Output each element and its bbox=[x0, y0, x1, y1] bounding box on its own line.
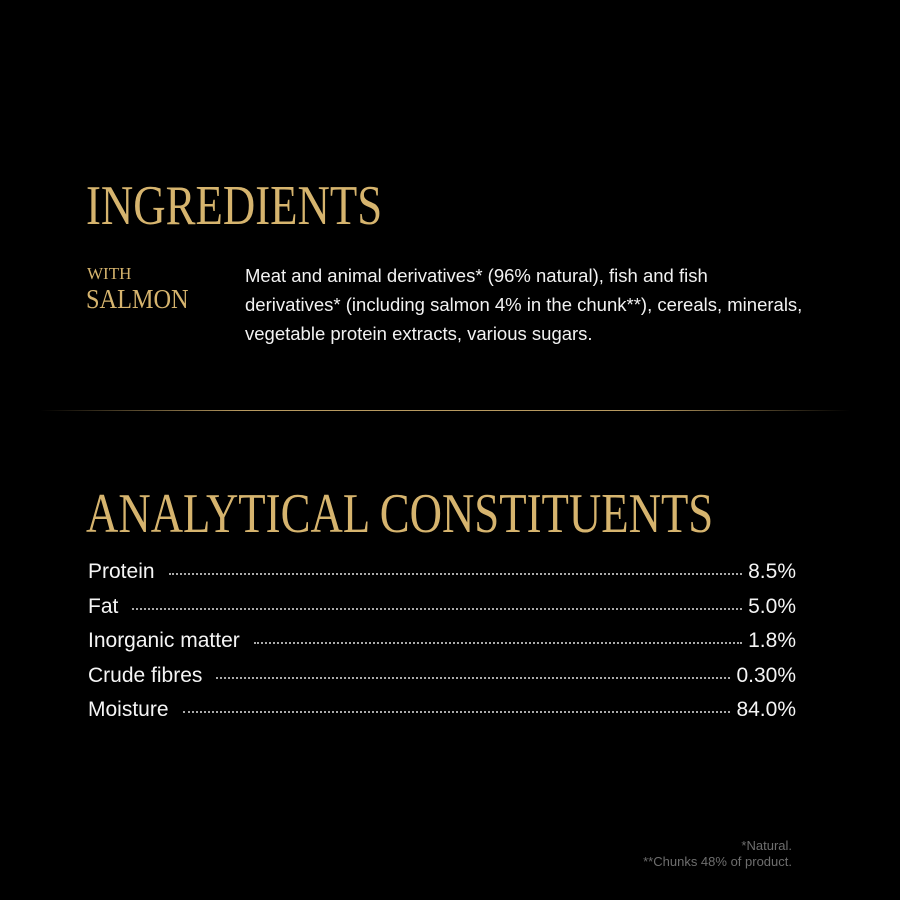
dot-leader bbox=[216, 676, 731, 679]
row-value: 84.0% bbox=[736, 698, 796, 721]
row-label: Protein bbox=[88, 560, 155, 583]
dot-leader bbox=[132, 607, 743, 610]
table-row: Protein 8.5% bbox=[88, 560, 796, 595]
footnotes: *Natural. **Chunks 48% of product. bbox=[643, 838, 792, 870]
variant-name: SALMON bbox=[86, 284, 189, 314]
table-row: Moisture 84.0% bbox=[88, 698, 796, 733]
ingredients-title: INGREDIENTS bbox=[86, 175, 383, 237]
footnote-natural: *Natural. bbox=[741, 838, 792, 853]
row-value: 0.30% bbox=[736, 663, 796, 687]
footnote-chunks: **Chunks 48% of product. bbox=[643, 854, 792, 869]
table-row: Fat 5.0% bbox=[88, 595, 796, 630]
row-value: 8.5% bbox=[748, 560, 796, 583]
ingredients-text: Meat and animal derivatives* (96% natura… bbox=[245, 265, 803, 344]
row-label: Moisture bbox=[88, 698, 169, 721]
section-divider bbox=[40, 410, 850, 411]
row-value: 1.8% bbox=[748, 629, 796, 652]
row-label: Crude fibres bbox=[88, 663, 203, 687]
row-value: 5.0% bbox=[748, 594, 796, 618]
dot-leader bbox=[168, 573, 743, 575]
table-row: Crude fibres 0.30% bbox=[88, 664, 796, 699]
constituents-table: Protein 8.5% Fat 5.0% Inorganic matter 1.8%… bbox=[88, 560, 796, 733]
row-label: Fat bbox=[88, 594, 119, 618]
table-row: Inorganic matter 1.8% bbox=[88, 629, 796, 664]
row-label: Inorganic matter bbox=[88, 629, 240, 652]
analytical-title: ANALYTICAL CONSTITUENTS bbox=[86, 483, 714, 545]
dot-leader bbox=[253, 642, 743, 644]
variant-prefix: WITH bbox=[87, 264, 132, 283]
dot-leader bbox=[182, 711, 731, 713]
